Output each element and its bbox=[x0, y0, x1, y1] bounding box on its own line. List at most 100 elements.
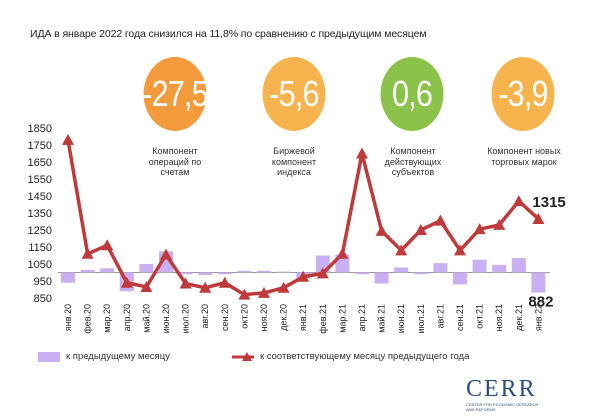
bar bbox=[257, 270, 271, 273]
y-tick-label: 1350 bbox=[28, 208, 52, 220]
component-circle-trademarks: -3,9 bbox=[491, 57, 555, 131]
x-tick-label: ноя.21 bbox=[494, 304, 504, 331]
component-circle-operations: -27,5 bbox=[142, 57, 209, 131]
y-tick-label: 1550 bbox=[28, 174, 52, 186]
x-tick-label: май.20 bbox=[141, 304, 151, 333]
y-tick-label: 1450 bbox=[28, 191, 52, 203]
x-tick-label: мар.20 bbox=[102, 304, 112, 333]
line-point bbox=[434, 214, 447, 226]
line-point bbox=[395, 244, 408, 256]
line-point bbox=[160, 248, 172, 260]
line-point bbox=[140, 280, 153, 292]
line-point bbox=[512, 195, 525, 207]
line-point bbox=[414, 224, 427, 235]
component-label-exchange: Биржевой компонент индекса bbox=[271, 146, 317, 177]
bar bbox=[355, 272, 369, 275]
line-point bbox=[277, 281, 290, 293]
x-tick-label: сен.20 bbox=[220, 304, 230, 331]
line-point bbox=[199, 281, 212, 293]
x-tick-label: янв.20 bbox=[63, 304, 73, 331]
component-label-operations: Компонент операций по счетам bbox=[148, 146, 202, 177]
legend-bars: к предыдущему месяцу bbox=[38, 351, 170, 362]
bar bbox=[178, 272, 193, 275]
legend-line: к соответствующему месяцу предыдущего го… bbox=[232, 351, 469, 362]
line-point bbox=[179, 277, 192, 289]
line-point bbox=[336, 247, 349, 259]
bar bbox=[374, 272, 389, 284]
component-label-subjects: Компонент действующих субъектов bbox=[384, 146, 442, 177]
line-point bbox=[473, 223, 486, 235]
bar bbox=[394, 267, 409, 273]
legend-bar-swatch bbox=[38, 351, 60, 362]
x-tick-label: дек.20 bbox=[279, 304, 289, 331]
bar bbox=[472, 259, 487, 273]
bar bbox=[61, 272, 75, 283]
x-tick-label: июн.21 bbox=[396, 304, 406, 333]
line-point bbox=[375, 224, 388, 236]
bar bbox=[100, 268, 115, 273]
legend-line-label: к соответствующему месяцу предыдущего го… bbox=[260, 351, 470, 362]
bar bbox=[217, 272, 232, 275]
bar bbox=[433, 263, 448, 273]
y-tick-label: 1750 bbox=[28, 140, 52, 152]
x-tick-label: апр.20 bbox=[122, 304, 132, 331]
legend-line-swatch bbox=[232, 351, 254, 361]
y-tick-label: 1250 bbox=[28, 225, 52, 237]
y-tick-label: 850 bbox=[34, 293, 52, 305]
line-point bbox=[258, 286, 270, 298]
x-tick-label: авг.21 bbox=[435, 304, 445, 328]
component-circle-exchange: -5,6 bbox=[262, 57, 326, 131]
y-tick-label: 1650 bbox=[28, 157, 52, 169]
line-point bbox=[493, 218, 506, 230]
line-point bbox=[238, 288, 251, 300]
x-tick-label: июл.21 bbox=[416, 304, 426, 333]
x-tick-label: авг.20 bbox=[200, 304, 210, 328]
line-point bbox=[101, 239, 114, 251]
line-point bbox=[454, 244, 466, 256]
bar bbox=[492, 264, 507, 273]
line-point bbox=[120, 276, 133, 288]
x-tick-label: янв.21 bbox=[298, 304, 308, 331]
line-point bbox=[62, 133, 74, 145]
x-tick-label: апр.21 bbox=[357, 304, 367, 331]
x-tick-label: сен.21 bbox=[455, 304, 465, 331]
x-tick-label: окт.21 bbox=[475, 304, 485, 329]
annotation-last-bar-value: 882 bbox=[528, 294, 553, 311]
component-circle-subjects: 0,6 bbox=[380, 57, 444, 131]
bar bbox=[237, 270, 252, 273]
y-tick-label: 950 bbox=[34, 276, 52, 288]
logo-name: CERR bbox=[466, 376, 537, 402]
bar bbox=[198, 272, 213, 276]
line-point bbox=[532, 212, 545, 224]
y-tick-label: 1150 bbox=[28, 242, 52, 254]
line-point bbox=[297, 270, 310, 282]
y-tick-label: 1850 bbox=[28, 123, 52, 135]
bar bbox=[531, 272, 546, 293]
bar bbox=[413, 272, 428, 275]
bar bbox=[276, 271, 291, 273]
x-tick-label: май.21 bbox=[377, 304, 387, 333]
bar bbox=[139, 264, 154, 273]
line-point bbox=[81, 247, 94, 259]
bar bbox=[80, 269, 95, 273]
x-tick-label: окт.20 bbox=[239, 304, 249, 329]
logo-sub: CENTER FOR ECONOMIC RESEARCH AND REFORMS bbox=[466, 402, 539, 412]
chart-title: ИДА в январе 2022 года снизился на 11,8%… bbox=[30, 28, 427, 40]
annotation-last-line-value: 1315 bbox=[532, 194, 565, 211]
x-tick-label: июл.20 bbox=[181, 304, 191, 333]
x-tick-label: дек.21 bbox=[514, 304, 524, 331]
y-tick-label: 1050 bbox=[28, 259, 52, 271]
line-point bbox=[356, 147, 368, 159]
line-point bbox=[316, 267, 329, 279]
component-label-trademarks: Компонент новых торговых марок bbox=[487, 146, 561, 167]
x-tick-label: мар.21 bbox=[337, 304, 347, 333]
bar bbox=[511, 258, 526, 273]
x-tick-label: фев.20 bbox=[83, 304, 93, 334]
x-tick-label: янв.22 bbox=[533, 304, 543, 331]
bar bbox=[453, 272, 467, 285]
x-tick-label: фев.21 bbox=[318, 304, 328, 334]
legend-bars-label: к предыдущему месяцу bbox=[66, 351, 170, 362]
cerr-logo: CERR CENTER FOR ECONOMIC RESEARCH AND RE… bbox=[466, 376, 540, 412]
x-tick-label: июн.20 bbox=[161, 304, 171, 333]
